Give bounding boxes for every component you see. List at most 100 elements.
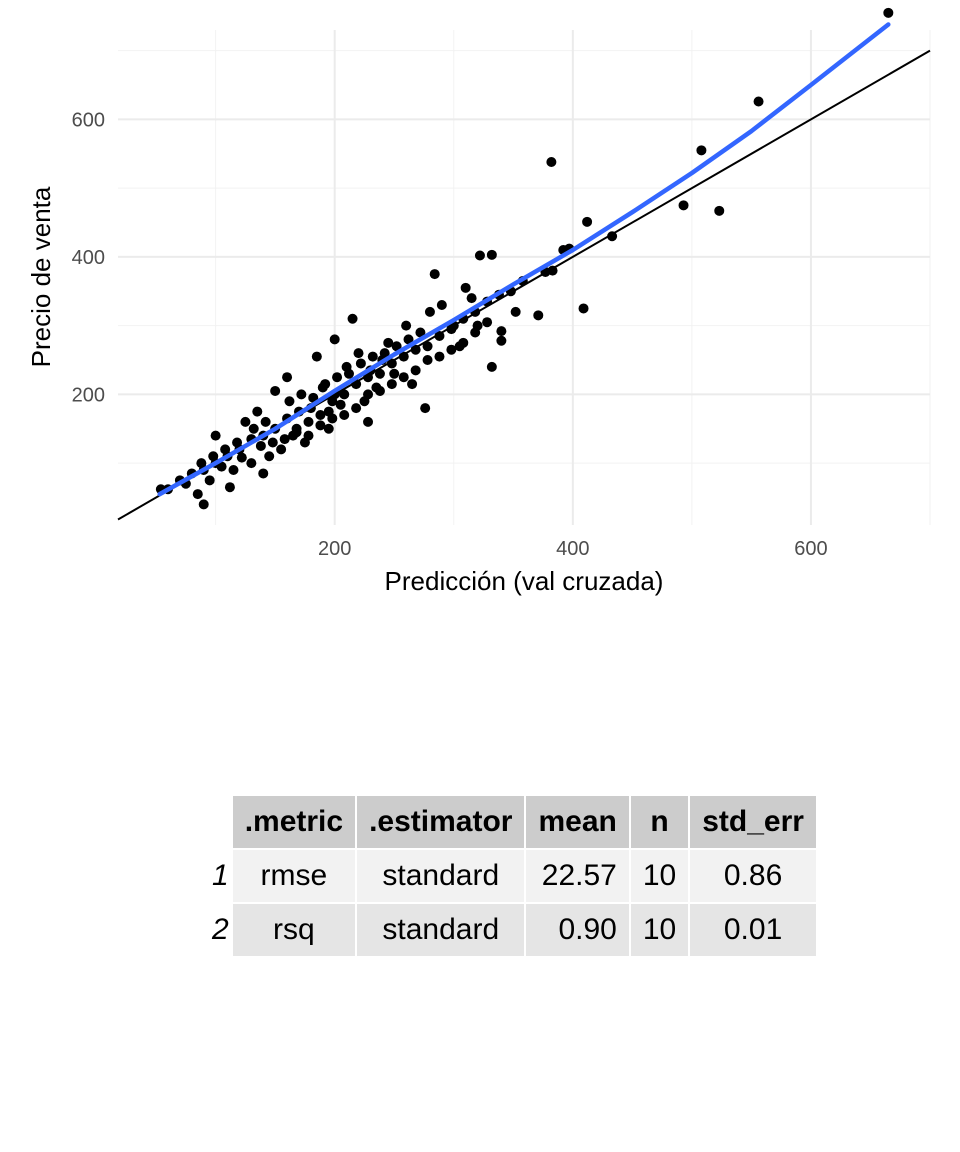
data-point [486, 249, 497, 260]
data-point [339, 389, 350, 400]
data-point [470, 327, 481, 338]
scatter-chart: 200 400 600 200 400 600 Predicción (val cruz… [26, 7, 931, 596]
column-header: std_err [690, 796, 816, 848]
data-point [296, 389, 307, 400]
data-point [260, 416, 271, 427]
data-point [192, 489, 203, 500]
data-point [386, 358, 397, 369]
table-row: 2 rsq standard 0.90 10 0.01 [200, 904, 816, 956]
cell-mean: 0.90 [526, 904, 629, 956]
x-tick-label: 600 [794, 538, 827, 560]
data-point [246, 458, 257, 469]
data-point [347, 313, 358, 324]
data-point [284, 396, 295, 407]
data-point [482, 317, 493, 328]
data-point [446, 324, 457, 335]
data-point [486, 361, 497, 372]
data-point [210, 430, 221, 441]
data-point [466, 293, 477, 304]
data-point [379, 348, 390, 359]
data-point [363, 372, 374, 383]
data-point [678, 200, 689, 211]
data-point [422, 355, 433, 365]
data-point [228, 465, 239, 475]
data-point [303, 430, 314, 441]
data-point [607, 231, 618, 242]
metrics-table: .metric .estimator mean n std_err 1 rmse… [198, 794, 818, 958]
data-point [424, 306, 435, 317]
data-point [329, 334, 340, 345]
cell-estimator: standard [357, 850, 525, 902]
table-corner [200, 796, 231, 848]
data-point [546, 157, 557, 167]
data-point [240, 416, 251, 427]
data-point [403, 334, 414, 345]
data-point [434, 330, 445, 341]
data-point [320, 379, 331, 390]
data-point [434, 351, 445, 362]
data-point [236, 452, 247, 463]
data-point [458, 337, 469, 348]
y-tick-label: 200 [72, 384, 105, 406]
data-point [496, 326, 507, 337]
column-header: n [630, 796, 689, 848]
row-name: 2 [212, 913, 229, 946]
data-point [276, 444, 287, 455]
data-point [398, 372, 409, 383]
smooth-line [157, 22, 891, 497]
data-point [407, 379, 418, 390]
data-point [351, 403, 362, 414]
data-point [714, 205, 725, 216]
data-point [696, 145, 707, 156]
data-point [335, 399, 346, 410]
data-point [327, 413, 338, 424]
column-header: mean [526, 796, 629, 848]
column-header: .estimator [357, 796, 525, 848]
y-tick-labels: 200 400 600 [72, 109, 105, 406]
data-point [429, 269, 440, 280]
x-tick-label: 200 [318, 538, 351, 560]
data-point [198, 499, 209, 510]
data-point [355, 358, 366, 369]
table-row: 1 rmse standard 22.57 10 0.86 [200, 850, 816, 902]
grid [118, 30, 931, 525]
cell-n: 10 [630, 904, 689, 956]
data-point [386, 379, 397, 390]
x-tick-labels: 200 400 600 [318, 538, 828, 560]
y-axis-title: Precio de venta [26, 186, 56, 367]
data-point [401, 320, 412, 331]
data-point [264, 451, 275, 462]
column-header: .metric [232, 796, 356, 848]
row-name: 1 [212, 859, 229, 892]
data-point [255, 440, 266, 451]
data-point [474, 250, 485, 261]
data-point [291, 427, 302, 438]
data-point [343, 368, 354, 379]
data-point [311, 351, 322, 362]
data-point [496, 335, 507, 346]
data-point [398, 351, 409, 362]
data-point [232, 437, 243, 448]
data-point [578, 303, 589, 314]
data-point [303, 416, 314, 427]
data-point [363, 389, 374, 400]
cell-std-err: 0.86 [690, 850, 816, 902]
data-point [367, 351, 378, 362]
data-point [208, 451, 219, 462]
data-point [391, 341, 402, 352]
data-point [204, 475, 215, 486]
data-point [422, 341, 433, 352]
data-point [323, 423, 334, 434]
smooth-curve [157, 22, 891, 497]
y-tick-label: 400 [72, 247, 105, 269]
data-point [374, 368, 385, 379]
data-point [363, 416, 374, 427]
data-point [315, 420, 326, 431]
cell-metric: rsq [232, 904, 356, 956]
data-point [410, 365, 421, 376]
data-point [415, 327, 426, 338]
cell-n: 10 [630, 850, 689, 902]
data-point [383, 337, 394, 348]
data-point [339, 410, 350, 420]
table-header-row: .metric .estimator mean n std_err [200, 796, 816, 848]
